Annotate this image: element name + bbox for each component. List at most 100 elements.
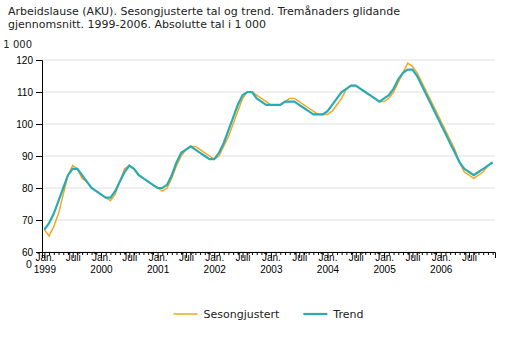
x-tick-label-line: 2006 — [430, 264, 453, 275]
x-tick-mark — [285, 252, 286, 255]
legend-label: Trend — [332, 308, 363, 321]
grid — [42, 60, 495, 252]
x-tick-mark — [460, 252, 461, 255]
x-tick-label: Juli — [349, 252, 364, 263]
x-tick-label-line: Juli — [462, 252, 477, 263]
y-tick-label: 60 — [22, 247, 34, 258]
legend-label: Sesongjustert — [204, 308, 281, 321]
chart: Arbeidslause (AKU). Sesongjusterte tal o… — [0, 0, 509, 356]
x-tick-label-line: Juli — [236, 252, 251, 263]
x-tick: Juli — [236, 252, 251, 263]
x-tick — [332, 252, 333, 255]
x-tick-mark — [172, 252, 173, 255]
x-tick-label-line: 1999 — [34, 264, 57, 275]
x-tick-mark — [77, 252, 78, 255]
x-tick-label: Juli — [236, 252, 251, 263]
x-tick — [54, 252, 55, 255]
x-tick — [82, 252, 83, 255]
y-tick: 80 — [22, 183, 42, 194]
x-tick-label-line: Jan. — [432, 252, 451, 263]
x-tick-mark — [59, 252, 60, 255]
y-tick: 110 — [17, 87, 42, 98]
x-tick — [474, 252, 475, 255]
x-tick — [176, 252, 177, 255]
x-tick — [276, 252, 277, 255]
x-tick-label-line: Juli — [349, 252, 364, 263]
x-tick — [394, 252, 395, 255]
x-tick-mark — [82, 252, 83, 255]
x-tick — [110, 252, 111, 255]
x-tick — [361, 252, 362, 255]
x-tick-mark — [450, 252, 451, 255]
x-tick-label: Jan.1999 — [34, 252, 57, 275]
x-tick — [77, 252, 78, 255]
x-tick-mark — [162, 252, 163, 255]
x-tick — [346, 252, 347, 255]
x-tick — [252, 252, 253, 255]
x-tick-mark — [361, 252, 362, 255]
y-axis: 60708090100110120 — [16, 55, 42, 258]
x-tick — [247, 252, 248, 255]
x-tick — [228, 252, 229, 255]
x-tick-mark — [54, 252, 55, 255]
x-tick: Juli — [349, 252, 364, 263]
x-tick-mark — [493, 252, 494, 255]
legend-swatch — [174, 313, 198, 315]
x-tick: Jan.2000 — [90, 252, 113, 275]
annotation: 1 000 — [3, 39, 32, 50]
grid-line — [42, 220, 495, 221]
series-line — [44, 70, 492, 230]
x-tick — [365, 252, 366, 255]
x-tick-label-line: Jan. — [35, 252, 54, 263]
x-tick — [134, 252, 135, 255]
x-tick-mark — [422, 252, 423, 255]
y-tick-mark — [36, 188, 42, 189]
x-tick: Jan.2002 — [204, 252, 227, 275]
x-tick-mark — [228, 252, 229, 255]
annotation: 0 — [26, 259, 32, 270]
x-tick: Jan.2003 — [260, 252, 283, 275]
x-tick-mark — [417, 252, 418, 255]
x-tick-mark — [276, 252, 277, 255]
x-tick — [342, 252, 343, 255]
x-tick-label-line: Juli — [292, 252, 307, 263]
x-tick — [398, 252, 399, 255]
y-tick-label: 80 — [22, 183, 34, 194]
y-tick-label: 120 — [16, 55, 33, 66]
x-axis: Jan.1999JuliJan.2000JuliJan.2001JuliJan.… — [34, 252, 496, 275]
x-tick-label: Juli — [292, 252, 307, 263]
x-tick-label: Juli — [66, 252, 81, 263]
x-tick-label-line: Juli — [122, 252, 137, 263]
x-tick: Jan.2005 — [373, 252, 396, 275]
x-tick — [285, 252, 286, 255]
x-tick — [167, 252, 168, 255]
x-tick — [455, 252, 456, 255]
x-tick: Juli — [179, 252, 194, 263]
x-tick-mark — [115, 252, 116, 255]
series-line — [44, 63, 492, 236]
x-tick: Jan.1999 — [34, 252, 57, 275]
x-tick-mark — [483, 252, 484, 255]
x-tick — [49, 252, 50, 255]
x-tick-mark — [167, 252, 168, 255]
x-tick-label-line: Juli — [179, 252, 194, 263]
x-tick-mark — [488, 252, 489, 255]
x-tick-mark — [394, 252, 395, 255]
x-tick-mark — [346, 252, 347, 255]
x-tick-label: Juli — [179, 252, 194, 263]
x-tick-mark — [87, 252, 88, 255]
x-tick — [280, 252, 281, 255]
x-tick-label: Jan.2001 — [147, 252, 170, 275]
y-tick-mark — [36, 60, 42, 61]
chart-container: Arbeidslause (AKU). Sesongjusterte tal o… — [0, 0, 509, 356]
x-tick-mark — [478, 252, 479, 255]
x-tick-label-line: Jan. — [375, 252, 394, 263]
grid-line — [42, 60, 495, 61]
x-tick-label-line: Jan. — [319, 252, 338, 263]
x-tick — [224, 252, 225, 255]
y-tick-mark — [36, 124, 42, 125]
x-tick-mark — [143, 252, 144, 255]
x-tick — [337, 252, 338, 255]
x-tick-mark — [455, 252, 456, 255]
legend-item: Sesongjustert — [174, 308, 281, 321]
